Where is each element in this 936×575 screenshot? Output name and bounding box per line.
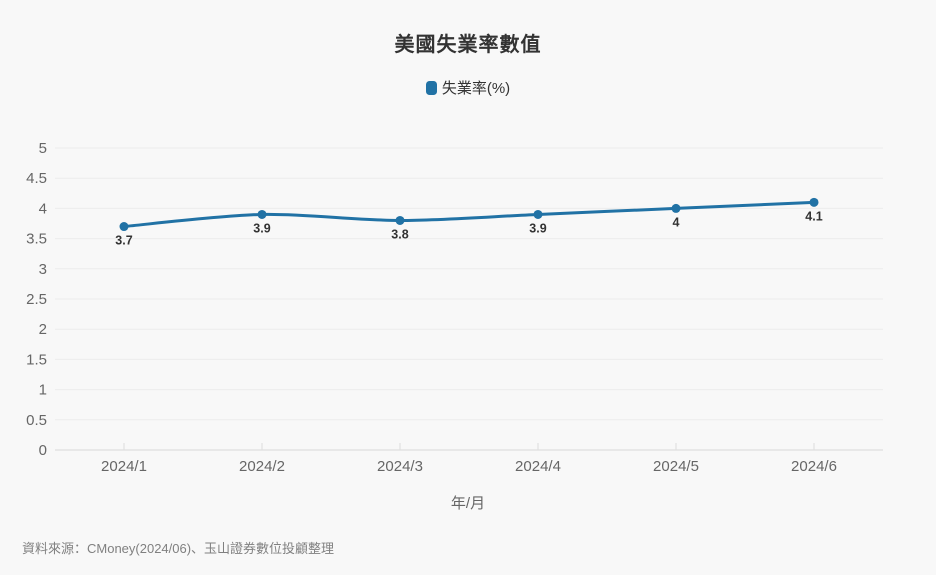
y-axis-tick-label: 4 xyxy=(39,200,47,217)
data-source-note: 資料來源：CMoney(2024/06)、玉山證券數位投顧整理 xyxy=(22,541,335,556)
x-axis-tick-label: 2024/5 xyxy=(653,458,699,475)
y-axis-tick-label: 2.5 xyxy=(26,291,47,308)
x-axis-tick-label: 2024/4 xyxy=(515,458,561,475)
y-axis-tick-label: 0 xyxy=(39,442,47,459)
chart-title: 美國失業率數值 xyxy=(394,34,542,56)
data-point-label: 3.9 xyxy=(253,221,270,235)
y-axis-tick-label: 5 xyxy=(39,140,47,157)
series-line xyxy=(122,200,816,229)
data-point[interactable] xyxy=(395,215,405,225)
data-point-label: 4 xyxy=(673,215,680,229)
x-axis-tick-label: 2024/1 xyxy=(101,458,147,475)
data-point-label: 3.7 xyxy=(115,234,132,248)
y-axis-tick-label: 3.5 xyxy=(26,231,47,248)
data-point[interactable] xyxy=(671,203,681,213)
legend-item-unemployment-rate[interactable]: 失業率(%) xyxy=(0,77,936,98)
data-point-label: 3.9 xyxy=(529,221,546,235)
y-axis-tick-label: 3 xyxy=(39,261,47,278)
y-axis-tick-label: 0.5 xyxy=(26,412,47,429)
data-point-label: 4.1 xyxy=(805,209,822,223)
data-point-label: 3.8 xyxy=(391,227,408,241)
data-point[interactable] xyxy=(809,197,819,207)
y-axis-tick-label: 4.5 xyxy=(26,170,47,187)
x-axis-tick-label: 2024/3 xyxy=(377,458,423,475)
x-axis-title: 年/月 xyxy=(450,495,486,512)
y-axis-tick-label: 1.5 xyxy=(26,351,47,368)
y-axis-tick-label: 1 xyxy=(39,382,47,399)
data-point[interactable] xyxy=(533,209,543,219)
data-point[interactable] xyxy=(119,222,129,232)
legend-label: 失業率(%) xyxy=(441,80,511,97)
legend-marker-icon xyxy=(425,80,437,95)
data-point[interactable] xyxy=(257,209,267,219)
y-axis-tick-label: 2 xyxy=(39,321,47,338)
x-axis-tick-label: 2024/6 xyxy=(791,458,837,475)
x-axis-tick-label: 2024/2 xyxy=(239,458,285,475)
